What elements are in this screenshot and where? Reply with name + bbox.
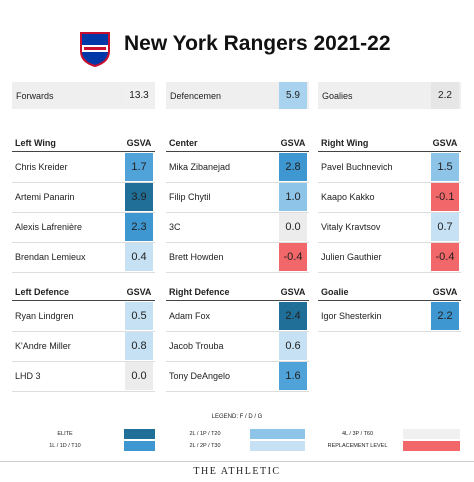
value-header: GSVA [126,138,152,148]
row-rule [166,242,309,243]
value-header: GSVA [280,138,306,148]
player-name: LHD 3 [15,371,41,381]
row-rule [318,272,461,273]
gsva-value: 0.0 [279,213,307,241]
player-name: K'Andre Miller [15,341,71,351]
player-name: Kaapo Kakko [321,192,375,202]
gsva-value: 2.3 [125,213,153,241]
summary-value: 2.2 [431,82,459,109]
row-rule [12,361,155,362]
legend-swatch [250,429,305,439]
player-name: Igor Shesterkin [321,311,382,321]
value-header: GSVA [432,138,458,148]
row-rule [12,182,155,183]
header-rule [166,300,309,301]
legend-label: 1L / 1D / T10 [49,443,81,449]
gsva-value: 0.5 [125,302,153,330]
section-title: Right Defence [169,287,230,297]
footer-rule [0,461,474,462]
gsva-value: 0.6 [279,332,307,360]
player-name: Adam Fox [169,311,211,321]
player-name: Ryan Lindgren [15,311,74,321]
summary-label: Defencemen [170,90,222,101]
gsva-value: -0.4 [431,243,459,271]
value-header: GSVA [432,287,458,297]
section-title: Right Wing [321,138,369,148]
legend-swatch [250,441,305,451]
summary-value: 5.9 [279,82,307,109]
summary-value: 13.3 [125,82,153,109]
player-name: Artemi Panarin [15,192,75,202]
summary-label: Goalies [322,90,353,101]
player-name: Brendan Lemieux [15,252,86,262]
value-header: GSVA [280,287,306,297]
value-header: GSVA [126,287,152,297]
legend-label: ELITE [57,431,73,437]
footer: THE ATHLETIC [193,465,281,477]
section-title: Goalie [321,287,349,297]
gsva-value: 1.0 [279,183,307,211]
player-name: Brett Howden [169,252,224,262]
row-rule [318,242,461,243]
gsva-value: 3.9 [125,183,153,211]
header-rule [166,151,309,152]
gsva-value: 2.4 [279,302,307,330]
legend-title: LEGEND: F / D / G [211,414,263,420]
gsva-value: 0.7 [431,213,459,241]
player-name: Filip Chytil [169,192,211,202]
section-title: Center [169,138,198,148]
row-rule [318,182,461,183]
player-name: Julien Gauthier [321,252,382,262]
row-rule [318,212,461,213]
row-rule [12,391,155,392]
row-rule [166,331,309,332]
gsva-value: -0.4 [279,243,307,271]
player-name: Pavel Buchnevich [321,162,393,172]
legend-swatch [403,441,460,451]
title: New York Rangers 2021-22 [124,32,391,55]
summary-label: Forwards [16,90,54,101]
player-name: Jacob Trouba [169,341,224,351]
legend-swatch [124,429,155,439]
legend-label: 2L / 2P / T30 [189,443,221,449]
gsva-value: -0.1 [431,183,459,211]
gsva-value: 1.6 [279,362,307,390]
legend-label: REPLACEMENT LEVEL [327,443,388,449]
player-name: Vitaly Kravtsov [321,222,381,232]
gsva-value: 1.5 [431,153,459,181]
legend-label: 4L / 3P / T60 [341,431,374,437]
header-rule [12,300,155,301]
header-rule [318,151,461,152]
row-rule [12,272,155,273]
legend-label: 2L / 1P / T20 [189,431,221,437]
player-name: 3C [169,222,181,232]
legend-swatch [403,429,460,439]
row-rule [12,212,155,213]
gsva-value: 0.8 [125,332,153,360]
player-name: Chris Kreider [15,162,68,172]
gsva-value: 0.4 [125,243,153,271]
player-name: Alexis Lafrenière [15,222,83,232]
player-name: Tony DeAngelo [169,371,231,381]
logo [80,32,110,67]
row-rule [12,242,155,243]
header-rule [318,300,461,301]
gsva-value: 2.2 [431,302,459,330]
header-rule [12,151,155,152]
row-rule [166,361,309,362]
gsva-value: 2.8 [279,153,307,181]
section-title: Left Defence [15,287,70,297]
row-rule [318,331,461,332]
gsva-value: 1.7 [125,153,153,181]
legend-swatch [124,441,155,451]
row-rule [166,212,309,213]
row-rule [166,391,309,392]
player-name: Mika Zibanejad [169,162,231,172]
gsva-value: 0.0 [125,362,153,390]
row-rule [12,331,155,332]
row-rule [166,272,309,273]
section-title: Left Wing [15,138,56,148]
row-rule [166,182,309,183]
